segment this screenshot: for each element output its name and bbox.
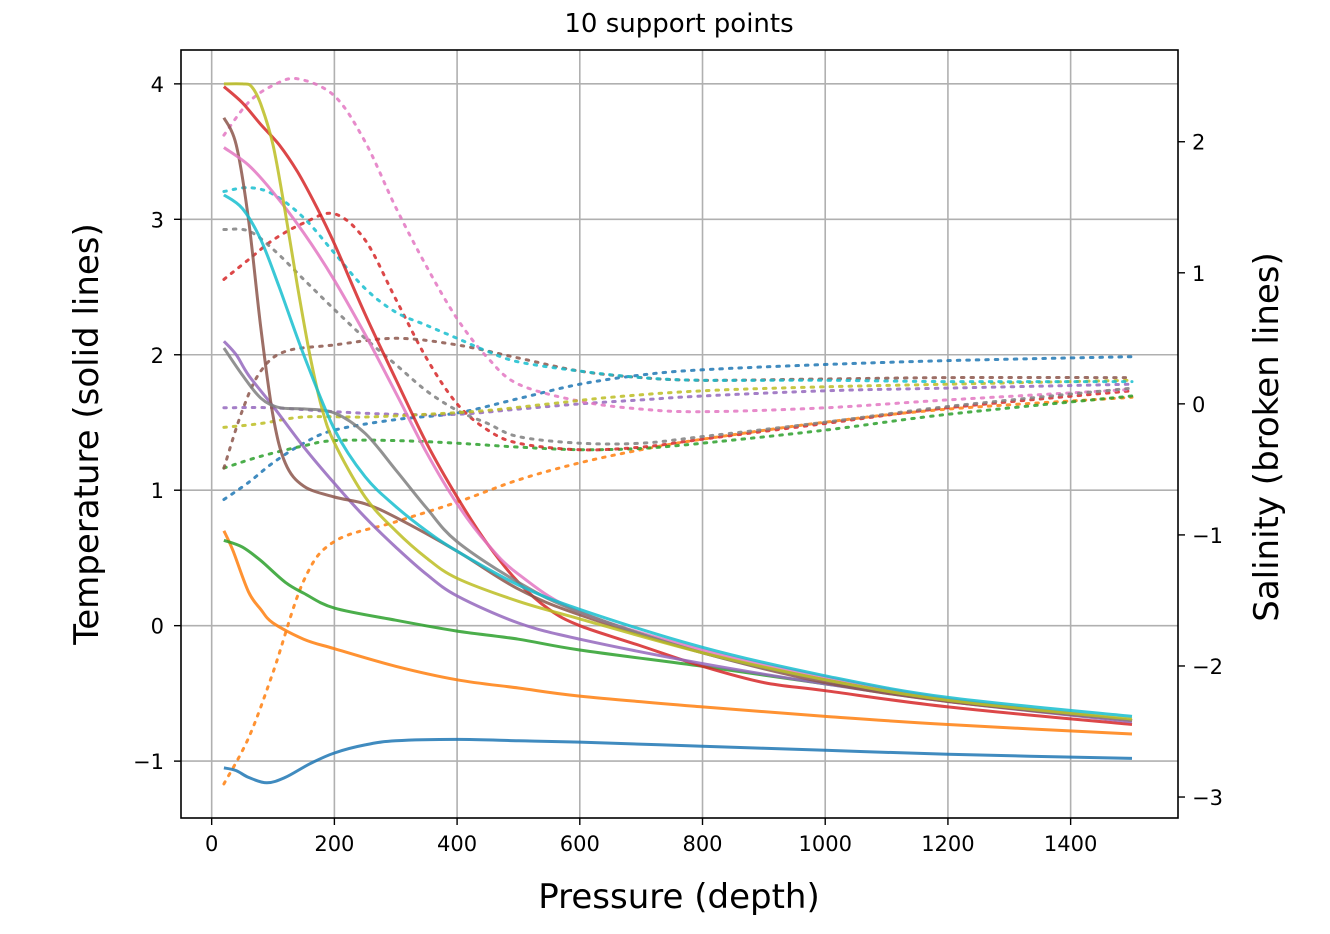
salinity-series-line [222, 355, 1134, 501]
grid [181, 50, 1178, 818]
y2-tick-label: −2 [1192, 655, 1223, 679]
x-tick-label: 1000 [798, 832, 851, 856]
temperature-series-line [223, 737, 1133, 785]
y-axis-left: −1 0 1 2 3 4 [133, 73, 181, 774]
x-tick-label: 400 [437, 832, 477, 856]
x-tick-label: 1200 [921, 832, 974, 856]
temperature-series-line [222, 85, 1133, 726]
y2-tick-label: 2 [1192, 131, 1205, 155]
x-tick-label: 800 [682, 832, 722, 856]
salinity-series-line [222, 382, 1134, 417]
y-tick-label: 1 [151, 479, 164, 503]
salinity-series-line [222, 227, 1134, 446]
chart-title: 10 support points [564, 9, 793, 39]
salinity-series-line [222, 186, 1134, 384]
y-tick-label: 4 [151, 73, 164, 97]
x-tick-label: 200 [314, 832, 354, 856]
plot-area [222, 76, 1134, 786]
y-axis-right: −3 −2 −1 0 1 2 [1178, 131, 1223, 810]
temperature-lines [222, 82, 1133, 785]
salinity-series-line [222, 394, 1134, 470]
y-tick-label: 0 [151, 615, 164, 639]
salinity-series-line [222, 395, 1134, 786]
x-tick-label: 1400 [1044, 832, 1097, 856]
y2-tick-label: −1 [1192, 524, 1223, 548]
y2-tick-label: 1 [1192, 262, 1205, 286]
x-tick-label: 600 [560, 832, 600, 856]
x-axis: 0 200 400 600 800 1000 1200 1400 [205, 818, 1097, 856]
x-axis-label: Pressure (depth) [538, 877, 819, 917]
y2-tick-label: −3 [1192, 786, 1223, 810]
salinity-lines [222, 76, 1134, 786]
temperature-series-line [223, 193, 1133, 718]
temperature-series-line [223, 82, 1133, 721]
y-axis-label: Temperature (solid lines) [67, 223, 107, 646]
y-tick-label: 2 [151, 344, 164, 368]
y-tick-label: −1 [133, 750, 164, 774]
y2-axis-label: Salinity (broken lines) [1247, 252, 1287, 622]
y2-tick-label: 0 [1192, 393, 1205, 417]
temperature-series-line [222, 530, 1133, 736]
y-tick-label: 3 [151, 208, 164, 232]
plot-frame [180, 49, 1179, 819]
salinity-series-line [222, 76, 1134, 414]
temperature-series-line [222, 116, 1133, 722]
x-tick-label: 0 [205, 832, 218, 856]
salinity-series-line [222, 378, 1134, 429]
salinity-series-line [222, 336, 1134, 470]
